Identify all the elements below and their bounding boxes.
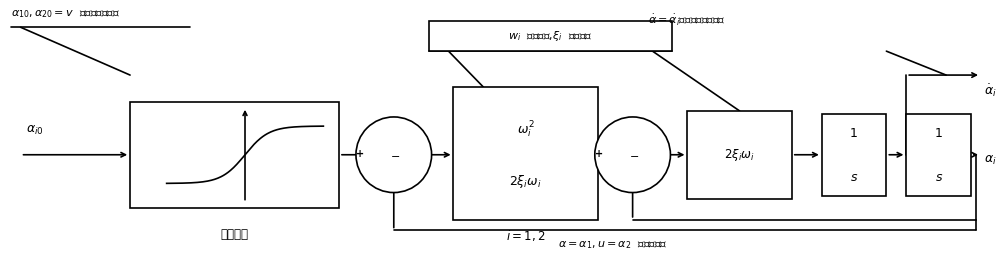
Text: $\alpha_{i0}$: $\alpha_{i0}$ — [26, 124, 43, 138]
Bar — [906, 113, 971, 196]
Text: $\alpha_{10},\alpha_{20}=v$  指令滤波器输入: $\alpha_{10},\alpha_{20}=v$ 指令滤波器输入 — [11, 9, 120, 21]
Ellipse shape — [595, 117, 670, 193]
Text: $2\xi_i\omega_i$: $2\xi_i\omega_i$ — [509, 173, 542, 190]
Text: $\alpha_i$: $\alpha_i$ — [984, 154, 997, 167]
Text: −: − — [391, 152, 400, 162]
Ellipse shape — [356, 117, 432, 193]
Text: s: s — [935, 171, 942, 184]
Text: 1: 1 — [935, 127, 943, 140]
Text: $i=1,2$: $i=1,2$ — [506, 228, 545, 243]
Text: $\dot{\alpha}=\dot{\alpha}_i$输入导数的滤波值: $\dot{\alpha}=\dot{\alpha}_i$输入导数的滤波值 — [648, 13, 725, 28]
Bar — [453, 87, 598, 220]
Text: +: + — [595, 149, 603, 159]
Text: $\omega^2_i$: $\omega^2_i$ — [517, 119, 534, 140]
Bar — [130, 102, 339, 208]
Text: 1: 1 — [850, 127, 858, 140]
Text: −: − — [630, 152, 639, 162]
Text: $\dot{\alpha}_i$: $\dot{\alpha}_i$ — [984, 83, 997, 99]
Text: $\alpha=\alpha_1,u=\alpha_2$  输入滤波值: $\alpha=\alpha_1,u=\alpha_2$ 输入滤波值 — [558, 239, 668, 251]
Bar — [429, 21, 672, 51]
Text: 幅值限制: 幅值限制 — [221, 228, 249, 241]
Text: +: + — [356, 149, 364, 159]
Text: $2\xi_i\omega_i$: $2\xi_i\omega_i$ — [724, 147, 755, 163]
Bar — [687, 111, 792, 199]
Text: s: s — [851, 171, 857, 184]
Bar — [822, 113, 886, 196]
Text: $w_i$  自然频率,$\xi_i$  阻尼系数: $w_i$ 自然频率,$\xi_i$ 阻尼系数 — [508, 29, 593, 43]
